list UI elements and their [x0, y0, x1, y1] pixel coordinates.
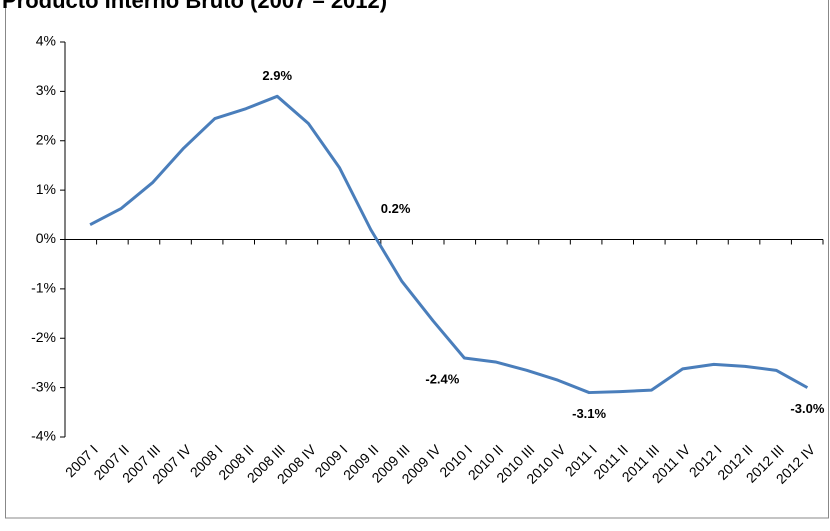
y-tick-label: 1% — [36, 181, 56, 197]
y-tick-label: 2% — [36, 131, 56, 147]
y-tick-label: 0% — [36, 230, 56, 246]
line — [89, 94, 809, 395]
y-tick-label: -2% — [31, 329, 56, 345]
chart-title: Producto Interno Bruto (2007 – 2012) — [2, 0, 387, 13]
y-tick-label: 4% — [36, 33, 56, 49]
data-label: -3.1% — [572, 406, 606, 421]
y-tick-label: 3% — [36, 82, 56, 98]
data-label: -2.4% — [425, 371, 459, 386]
y-tick-label: -4% — [31, 428, 56, 444]
data-label: 2.9% — [262, 68, 292, 83]
data-label: -3.0% — [790, 401, 824, 416]
data-label: 0.2% — [381, 201, 411, 216]
y-tick-label: -3% — [31, 378, 56, 394]
chart-frame — [5, 0, 829, 519]
y-tick-label: -1% — [31, 280, 56, 296]
